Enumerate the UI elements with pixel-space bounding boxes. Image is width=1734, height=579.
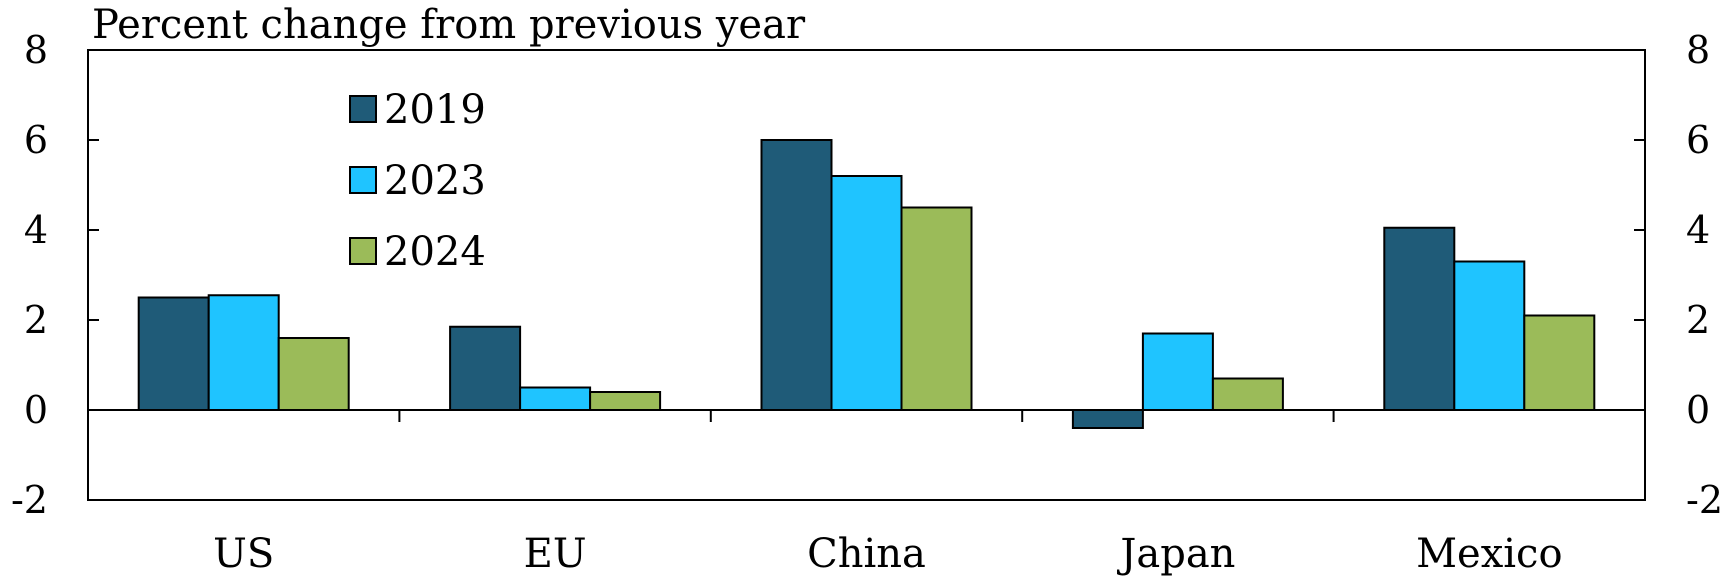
bar-mexico-2024 bbox=[1523, 314, 1596, 411]
bar-china-2019 bbox=[760, 139, 833, 411]
y-axis-left: -2 0 2 4 6 8 bbox=[11, 28, 99, 522]
legend: 2019 2023 2024 bbox=[349, 87, 486, 275]
x-axis: US EU China Japan Mexico bbox=[213, 531, 1562, 577]
y-tick-label-left: 4 bbox=[24, 208, 48, 252]
bar-us-2024 bbox=[277, 337, 350, 411]
y-tick-label-left: 2 bbox=[24, 298, 48, 342]
bar-us-2019 bbox=[137, 296, 210, 411]
y-tick-label-left: -2 bbox=[11, 478, 48, 522]
y-tick-label-right: 8 bbox=[1686, 28, 1710, 72]
bar-eu-2024 bbox=[589, 391, 662, 411]
y-tick-label-right: 0 bbox=[1686, 388, 1710, 432]
legend-label-2019: 2019 bbox=[384, 87, 486, 133]
x-tick-label: US bbox=[213, 531, 274, 577]
y-axis-title: Percent change from previous year bbox=[92, 2, 806, 48]
y-tick-label-left: 0 bbox=[24, 388, 48, 432]
y-tick-label-right: 4 bbox=[1686, 208, 1710, 252]
x-tick-label: China bbox=[807, 531, 926, 577]
y-tick-label-right: -2 bbox=[1686, 478, 1723, 522]
y-tick-label-right: 6 bbox=[1686, 118, 1710, 162]
y-axis-right: -2 0 2 4 6 8 bbox=[1634, 28, 1723, 522]
bar-mexico-2019 bbox=[1383, 226, 1456, 411]
bar-mexico-2023 bbox=[1453, 260, 1526, 411]
legend-label-2024: 2024 bbox=[384, 229, 486, 275]
legend-swatch-2019 bbox=[349, 95, 377, 123]
x-tick-label: Japan bbox=[1116, 531, 1235, 577]
x-tick-label: Mexico bbox=[1416, 531, 1562, 577]
bar-japan-2019 bbox=[1071, 409, 1144, 429]
legend-label-2023: 2023 bbox=[384, 158, 486, 204]
legend-swatch-2023 bbox=[349, 166, 377, 194]
bar-us-2023 bbox=[207, 294, 280, 411]
bar-japan-2024 bbox=[1211, 377, 1284, 411]
legend-swatch-2024 bbox=[349, 237, 377, 265]
bar-china-2023 bbox=[830, 175, 903, 411]
bar-japan-2023 bbox=[1141, 332, 1214, 411]
bar-china-2024 bbox=[900, 206, 973, 411]
y-tick-label-left: 6 bbox=[24, 118, 48, 162]
plot-border bbox=[87, 49, 1646, 501]
bars-group bbox=[137, 139, 1596, 429]
bar-eu-2023 bbox=[519, 386, 592, 411]
y-tick-label-left: 8 bbox=[24, 28, 48, 72]
x-tick-label: EU bbox=[524, 531, 587, 577]
y-tick-label-right: 2 bbox=[1686, 298, 1710, 342]
bar-eu-2019 bbox=[449, 325, 522, 411]
